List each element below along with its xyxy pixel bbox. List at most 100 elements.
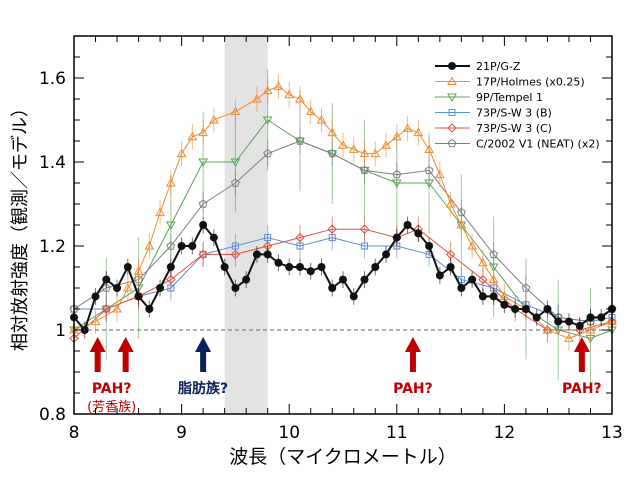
data-point xyxy=(586,313,595,322)
legend-marker xyxy=(447,93,457,103)
legend-marker xyxy=(447,76,457,85)
data-point xyxy=(435,271,444,280)
data-point xyxy=(145,305,154,313)
data-point xyxy=(413,127,424,137)
data-point xyxy=(360,165,369,175)
annotations: PAH? (芳香族) 脂肪族? PAH? PAH? xyxy=(87,337,602,415)
data-point xyxy=(317,263,326,271)
data-point xyxy=(144,240,155,250)
legend-label: 73P/S-W 3 (B) xyxy=(476,107,552,120)
data-point xyxy=(425,242,434,250)
data-point xyxy=(370,148,381,158)
data-point xyxy=(263,250,272,259)
y-tick-label: 1.4 xyxy=(39,153,66,173)
annotation-sublabel: (芳香族) xyxy=(87,399,136,415)
data-point xyxy=(209,233,218,242)
data-point xyxy=(231,178,240,187)
legend-marker xyxy=(448,62,456,70)
data-point xyxy=(262,85,273,95)
annotation-label: PAH? xyxy=(562,381,602,397)
data-point xyxy=(554,317,563,326)
arrow-up-icon xyxy=(195,337,212,352)
data-point xyxy=(361,242,369,250)
data-point xyxy=(231,284,240,292)
data-point xyxy=(446,263,455,271)
data-point xyxy=(155,207,165,216)
annotation-label: PAH? xyxy=(393,381,433,397)
data-point xyxy=(187,131,198,141)
y-tick-label: 1 xyxy=(55,321,66,341)
data-point xyxy=(166,241,176,250)
data-point xyxy=(177,242,186,250)
data-point xyxy=(188,242,197,250)
x-tick-label: 13 xyxy=(601,423,623,443)
data-point xyxy=(371,263,380,271)
data-point xyxy=(156,284,165,292)
data-point xyxy=(90,316,101,326)
plot-marks xyxy=(69,69,617,389)
data-point xyxy=(122,282,133,292)
data-point xyxy=(478,274,488,285)
data-point xyxy=(295,232,305,243)
data-point xyxy=(434,169,445,179)
data-point xyxy=(198,199,208,208)
data-point xyxy=(327,127,338,137)
data-point xyxy=(392,169,402,179)
data-point xyxy=(199,221,208,229)
data-point xyxy=(360,275,369,284)
y-tick-label: 1.2 xyxy=(39,237,66,257)
y-tick-label: 0.8 xyxy=(39,405,66,425)
data-point xyxy=(285,263,294,271)
data-point xyxy=(166,263,175,271)
x-tick-label: 9 xyxy=(176,423,187,443)
data-point xyxy=(328,284,337,292)
legend-label: 9P/Tempel 1 xyxy=(476,91,543,104)
data-point xyxy=(133,266,144,275)
data-point xyxy=(359,148,370,158)
data-point xyxy=(359,224,370,234)
data-point xyxy=(478,257,488,267)
data-point xyxy=(402,123,413,132)
series-line xyxy=(73,140,613,323)
series-line xyxy=(74,237,613,323)
data-point xyxy=(134,292,143,301)
data-point xyxy=(338,140,348,149)
data-point xyxy=(489,292,498,301)
data-point xyxy=(242,275,251,284)
data-point xyxy=(424,144,434,153)
legend-marker xyxy=(447,123,457,133)
data-point xyxy=(339,275,347,284)
annotation-label: 脂肪族? xyxy=(177,380,228,397)
data-point xyxy=(327,224,337,234)
arrow-shaft xyxy=(578,350,585,372)
x-tick-label: 11 xyxy=(386,423,408,443)
data-point xyxy=(295,263,304,271)
legend-label: 21P/G-Z xyxy=(476,60,521,73)
data-point xyxy=(391,131,402,141)
data-point xyxy=(382,250,391,259)
data-point xyxy=(348,144,359,153)
x-tick-label: 10 xyxy=(278,423,300,443)
x-axis-label: 波長（マイクロメートル） xyxy=(229,446,457,468)
arrow-up-icon xyxy=(573,337,590,352)
data-point xyxy=(252,250,261,259)
data-point xyxy=(478,292,487,301)
data-point xyxy=(445,198,456,208)
arrow-shaft xyxy=(409,350,416,372)
data-point xyxy=(165,177,176,187)
data-point xyxy=(252,93,262,103)
series-line xyxy=(73,228,613,339)
series-0 xyxy=(70,216,616,339)
data-point xyxy=(511,305,520,313)
data-point xyxy=(521,305,530,313)
data-point xyxy=(543,305,552,313)
data-point xyxy=(113,284,122,292)
data-point xyxy=(295,93,305,103)
data-point xyxy=(230,158,241,168)
data-point xyxy=(414,229,423,238)
annotation-label: PAH? xyxy=(92,381,132,397)
data-point xyxy=(230,106,241,116)
axis-ticks: 8 9 10 11 12 13 0.8 1 1.2 1.4 1.6 xyxy=(39,35,623,443)
data-point xyxy=(102,275,111,284)
data-point xyxy=(165,221,176,231)
